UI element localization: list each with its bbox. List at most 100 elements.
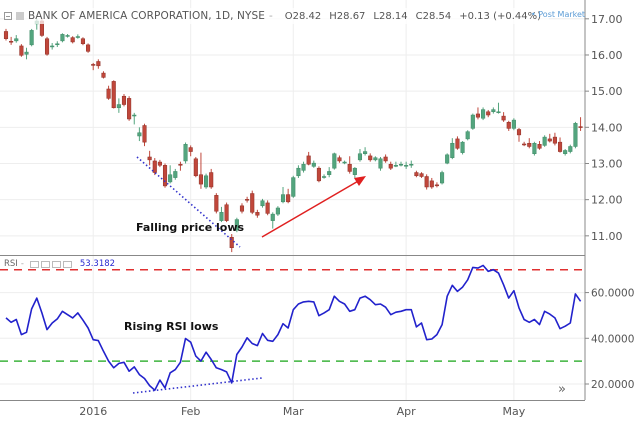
candle xyxy=(496,102,501,114)
candle xyxy=(327,167,332,178)
x-tick-label: Mar xyxy=(283,405,304,418)
candle xyxy=(506,120,511,131)
candle-body xyxy=(563,150,568,154)
x-tick-label: Apr xyxy=(397,405,417,418)
candle-body xyxy=(357,153,363,161)
candle-body xyxy=(121,95,127,105)
candle-body xyxy=(393,165,398,167)
candle xyxy=(532,141,537,156)
change-value: +0.13 (+0.44%) xyxy=(459,10,542,22)
candle xyxy=(162,163,168,188)
candle-body xyxy=(291,177,296,197)
candle-body xyxy=(516,129,522,136)
candle xyxy=(455,136,460,150)
candle-body xyxy=(445,154,450,164)
candle xyxy=(260,198,265,208)
candle xyxy=(578,117,583,131)
candle-body xyxy=(552,136,557,144)
scroll-right-button[interactable]: » xyxy=(558,382,566,397)
candle-body xyxy=(434,184,439,187)
rising-rsi-lows-label: Rising RSI lows xyxy=(124,320,219,333)
candle-body xyxy=(501,115,506,121)
more-icon[interactable] xyxy=(51,260,61,268)
candle-body xyxy=(342,161,347,164)
candle-body xyxy=(578,126,583,128)
candle xyxy=(111,80,116,109)
x-tick-label: May xyxy=(502,405,525,418)
candle-body xyxy=(398,163,404,166)
candle xyxy=(116,98,121,113)
candle-body xyxy=(132,114,137,117)
visibility-icon[interactable] xyxy=(29,260,39,268)
x-tick-label: Feb xyxy=(181,405,200,418)
candle xyxy=(368,153,373,162)
candle xyxy=(383,154,388,163)
candle-body xyxy=(316,167,321,182)
arrow-head-icon xyxy=(354,176,366,186)
price-tick-label: 11.00 xyxy=(591,230,623,243)
candle-body xyxy=(465,131,470,140)
candle xyxy=(173,168,178,180)
candle xyxy=(75,34,80,39)
candle xyxy=(414,170,419,178)
candle xyxy=(419,172,424,178)
candle xyxy=(470,113,475,130)
candle-body xyxy=(337,157,342,162)
candle-body xyxy=(147,156,152,161)
candle-body xyxy=(14,38,19,42)
candle-body xyxy=(378,158,383,169)
rsi-pane xyxy=(0,264,585,392)
candle xyxy=(445,153,450,165)
candle xyxy=(14,35,19,43)
candle-body xyxy=(152,160,157,173)
collapse-icon[interactable] xyxy=(4,12,12,20)
candle-body xyxy=(347,163,352,172)
close-icon[interactable] xyxy=(62,260,72,268)
candle xyxy=(142,123,147,147)
symbol-title[interactable]: BANK OF AMERICA CORPORATION, 1D, NYSE xyxy=(28,10,265,22)
candle xyxy=(378,156,383,171)
candle-body xyxy=(239,205,245,212)
price-tick-label: 13.00 xyxy=(591,157,623,170)
candle xyxy=(465,130,470,141)
candle xyxy=(132,112,137,125)
candle xyxy=(460,141,465,155)
candle xyxy=(363,147,368,156)
candle-body xyxy=(280,194,286,203)
price-tick-label: 17.00 xyxy=(591,13,623,26)
candle xyxy=(563,149,568,156)
candle xyxy=(44,36,50,56)
candle-body xyxy=(450,142,455,158)
settings-icon[interactable] xyxy=(40,260,50,268)
candle-body xyxy=(183,144,188,162)
candle-body xyxy=(209,172,214,188)
candle-body xyxy=(547,138,552,142)
falling-price-lows-label: Falling price lows xyxy=(136,221,245,234)
candle xyxy=(178,161,183,171)
candle xyxy=(91,62,96,71)
candle-body xyxy=(29,30,34,46)
candle-body xyxy=(193,158,198,177)
candle xyxy=(393,161,398,168)
candle xyxy=(337,155,342,163)
post-market-badge[interactable]: • Post Market xyxy=(531,10,586,19)
rising-rsi-lows-trendline xyxy=(132,377,263,394)
rsi-label[interactable]: RSI xyxy=(4,259,18,269)
candle xyxy=(511,118,516,131)
high-value: H28.67 xyxy=(329,10,366,22)
candle-body xyxy=(111,81,116,109)
price-tick-label: 16.00 xyxy=(591,49,623,62)
candle-body xyxy=(486,111,491,116)
candle-body xyxy=(388,163,393,169)
candle xyxy=(147,150,152,166)
candle xyxy=(388,161,393,170)
candle xyxy=(255,209,260,218)
candle-body xyxy=(24,51,29,55)
candle xyxy=(24,47,29,60)
candle xyxy=(86,43,91,53)
candle xyxy=(486,109,491,118)
candle-body xyxy=(106,88,111,99)
candle xyxy=(239,203,245,214)
candle-body xyxy=(522,143,527,146)
